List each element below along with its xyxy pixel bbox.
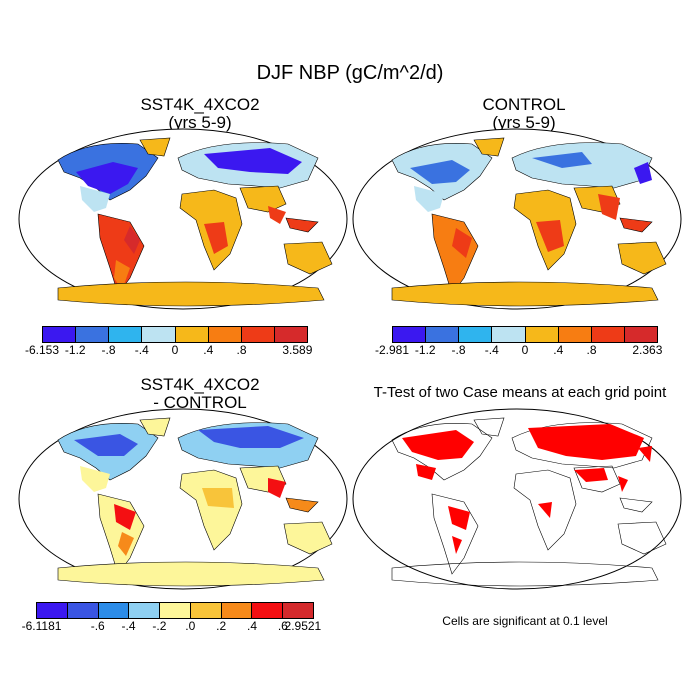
cbar-swatch [558,327,592,342]
panel1-colorbar: -6.153 -1.2 -.8 -.4 0 .4 .8 3.589 [25,326,312,357]
significance-note: Cells are significant at 0.1 level [442,614,608,628]
cbar-label: 2.9521 [284,619,322,633]
cbar-swatch [109,327,143,342]
cbar-label: -2.981 [374,343,410,357]
cbar-label: -.4 [484,343,499,357]
cbar-label: .8 [586,343,597,357]
cbar-swatch [426,327,460,342]
cbar-label: -.6 [90,619,105,633]
panel3-colorbar: -6.1181 -.6 -.4 -.2 .0 .2 .4 .6 2.9521 [22,602,322,633]
cbar-label: -1.2 [64,343,86,357]
cbar-label: -6.1181 [21,619,62,633]
cbar-swatch [160,603,191,618]
cbar-label: .4 [203,343,214,357]
panel3-title-line1: SST4K_4XCO2 [140,375,260,394]
cbar-label: -.4 [134,343,149,357]
cbar-swatch [190,603,222,618]
panel3-title: SST4K_4XCO2 - CONTROL [50,376,350,412]
panel4-title-line1: T-Test of two Case means at each grid po… [373,384,667,401]
cbar-label: -6.153 [24,343,60,357]
cbar-label: .0 [185,619,196,633]
cbar-label: .4 [553,343,564,357]
cbar-label: 0 [171,343,179,357]
cbar-swatch [459,327,493,342]
panel1-title-line1: SST4K_4XCO2 [140,95,260,114]
panel3-land [57,417,333,587]
panel1-title: SST4K_4XCO2 (yrs 5-9) [50,96,350,132]
cbar-label: -.2 [152,619,167,633]
cbar-swatch [76,327,110,342]
panel3-map [18,408,348,590]
cbar-label: .8 [236,343,247,357]
cbar-swatch [129,603,161,618]
panel1-land [57,137,333,307]
cbar-label: .6 [277,619,288,633]
panel2-land [391,137,667,307]
panel2-colorbar-labels: -2.981 -1.2 -.8 -.4 0 .4 .8 2.363 [375,343,662,357]
panel3-colorbar-labels: -6.1181 -.6 -.4 -.2 .0 .2 .4 .6 2.9521 [22,619,322,633]
figure-title: DJF NBP (gC/m^2/d) [256,62,444,84]
panel3-colorbar-swatches [36,602,314,619]
cbar-label: .2 [216,619,227,633]
panel2-title-line2: (yrs 5-9) [492,113,556,132]
panel1-colorbar-labels: -6.153 -1.2 -.8 -.4 0 .4 .8 3.589 [25,343,312,357]
cbar-label: 0 [521,343,529,357]
cbar-swatch [98,603,130,618]
cbar-swatch [252,603,284,618]
cbar-label: -.4 [121,619,136,633]
panel4-significant-cells [402,424,652,554]
panel2-colorbar: -2.981 -1.2 -.8 -.4 0 .4 .8 2.363 [375,326,662,357]
cbar-swatch [208,327,242,342]
cbar-swatch [175,327,209,342]
cbar-label: 2.363 [632,343,663,357]
panel4-map [352,408,682,590]
panel2-colorbar-swatches [392,326,658,343]
cbar-swatch [221,603,253,618]
panel2-map [352,128,682,310]
cbar-swatch [142,327,176,342]
cbar-label: -1.2 [414,343,436,357]
cbar-swatch [37,603,68,618]
cbar-swatch [624,327,657,342]
panel3-title-line2: - CONTROL [153,393,247,412]
panel1-colorbar-swatches [42,326,308,343]
cbar-swatch [283,603,314,618]
cbar-swatch [492,327,526,342]
panel4-land-outlines [391,417,667,587]
cbar-label: .4 [246,619,258,633]
cbar-swatch [393,327,427,342]
cbar-swatch [43,327,77,342]
cbar-swatch [274,327,307,342]
cbar-swatch [591,327,625,342]
panel1-map [18,128,348,310]
cbar-swatch [525,327,559,342]
panel2-title-line1: CONTROL [482,95,566,114]
cbar-label: -.8 [451,343,466,357]
panel1-title-line2: (yrs 5-9) [168,113,232,132]
cbar-label: -.8 [101,343,116,357]
cbar-swatch [67,603,99,618]
cbar-swatch [241,327,275,342]
panel4-title: T-Test of two Case means at each grid po… [352,384,688,402]
panel2-title: CONTROL (yrs 5-9) [374,96,674,132]
cbar-label: 3.589 [282,343,313,357]
